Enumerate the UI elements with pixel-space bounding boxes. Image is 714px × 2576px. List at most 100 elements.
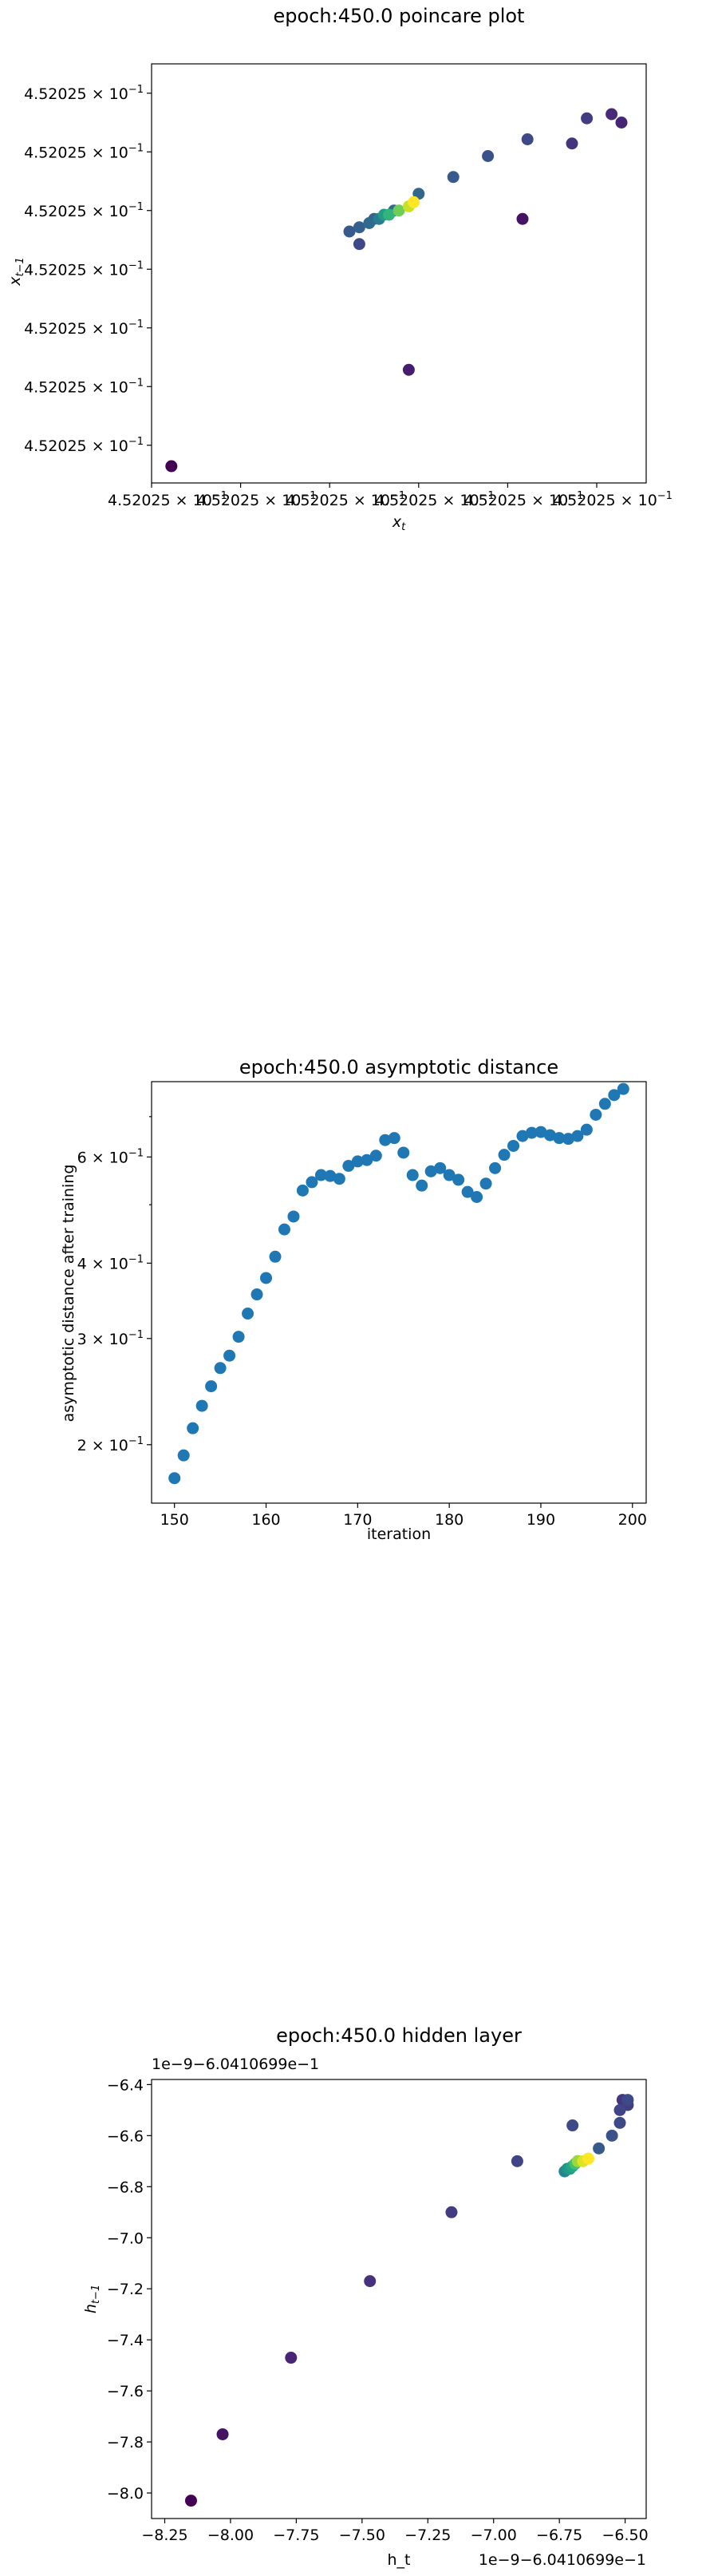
asymptotic-chart: epoch:450.0 asymptotic distance 150 160 17… — [60, 1056, 647, 1543]
tick-label: 200 — [618, 1511, 647, 1529]
tick-label: 160 — [251, 1511, 280, 1529]
data-point — [516, 212, 529, 225]
y-tick-labels: −6.4 −6.6 −6.8 −7.0 −7.2 −7.4 −7.6 −7.8 −8.0 — [107, 2076, 152, 2503]
tick-label: 170 — [343, 1511, 372, 1529]
plot-area — [151, 63, 647, 484]
tick-label: −7.50 — [339, 2527, 385, 2544]
y-offset-label: 1e−9−6.0410699e−1 — [152, 2056, 319, 2073]
tick-label: −7.0 — [107, 2230, 144, 2247]
data-point — [260, 1272, 273, 1284]
data-point — [402, 363, 415, 376]
data-point — [195, 1399, 208, 1412]
data-point — [214, 1362, 227, 1375]
tick-label: 180 — [435, 1511, 464, 1529]
x-tick-labels: 150 160 170 180 190 200 — [160, 1503, 647, 1529]
data-point — [242, 1308, 254, 1320]
data-point — [443, 1169, 456, 1181]
data-point — [598, 1098, 611, 1110]
data-point — [608, 1089, 621, 1102]
tick-label: 150 — [160, 1511, 189, 1529]
tick-label: 190 — [527, 1511, 555, 1529]
data-point — [285, 2352, 298, 2364]
tick-label: −6.6 — [107, 2127, 144, 2145]
tick-label: 4.52025 × 10−1 — [108, 490, 227, 509]
data-point — [582, 2152, 594, 2165]
tick-label: −8.00 — [207, 2527, 254, 2544]
data-point — [543, 1129, 556, 1142]
tick-label: 4.52025 × 10−1 — [24, 201, 144, 220]
data-point — [535, 1126, 547, 1138]
data-point — [205, 1380, 218, 1393]
data-point — [525, 1126, 538, 1139]
tick-label: 2 × 10−1 — [77, 1435, 144, 1454]
data-point — [333, 1173, 345, 1185]
chart-title: epoch:450.0 asymptotic distance — [239, 1056, 558, 1078]
x-axis-label: xt — [392, 513, 406, 533]
tick-label: 4.52025 × 10−1 — [24, 377, 144, 396]
data-point — [363, 217, 376, 229]
data-point — [287, 1210, 300, 1223]
data-point — [511, 2155, 523, 2167]
data-point — [416, 1179, 428, 1192]
chart-title: epoch:450.0 hidden layer — [276, 2024, 522, 2047]
y-tick-labels: 2 × 10−1 3 × 10−1 4 × 10−1 6 × 10−1 — [77, 1116, 152, 1454]
tick-label: 4.52025 × 10−1 — [24, 142, 144, 161]
data-point — [447, 171, 460, 184]
tick-label: 4 × 10−1 — [77, 1253, 144, 1272]
data-point — [397, 1146, 410, 1159]
data-point — [461, 1185, 474, 1198]
tick-label: 4.52025 × 10−1 — [24, 259, 144, 279]
tick-label: 4.52025 × 10−1 — [197, 490, 317, 509]
distance-points — [168, 1082, 629, 1485]
tick-label: 6 × 10−1 — [77, 1147, 144, 1166]
poincare-points — [165, 108, 628, 473]
data-point — [566, 137, 578, 150]
data-point — [223, 1349, 236, 1362]
data-point — [593, 2142, 606, 2155]
data-point — [507, 1139, 520, 1152]
data-point — [521, 133, 534, 145]
data-point — [269, 1250, 282, 1263]
y-axis-label: ht−1 — [82, 2285, 102, 2313]
data-point — [232, 1331, 245, 1343]
data-point — [342, 1160, 355, 1173]
data-point — [216, 2428, 229, 2440]
data-point — [482, 150, 495, 162]
plot-area — [151, 2079, 647, 2519]
tick-label: −7.4 — [107, 2332, 144, 2349]
tick-label: −8.25 — [141, 2527, 187, 2544]
poincare-chart: epoch:450.0 poincare plot 4.52025 × 10−1… — [6, 5, 673, 533]
data-point — [434, 1161, 447, 1174]
hidden-chart: epoch:450.0 hidden layer 1e−9−6.0410699e… — [82, 2024, 649, 2569]
data-point — [408, 196, 420, 208]
tick-label: −8.0 — [107, 2485, 144, 2503]
asymptotic-figure: epoch:450.0 asymptotic distance 150 160 17… — [0, 1038, 714, 1581]
data-point — [168, 1472, 181, 1485]
data-point — [343, 225, 356, 238]
data-point — [445, 2206, 458, 2218]
poincare-figure: epoch:450.0 poincare plot 4.52025 × 10−1… — [0, 0, 714, 543]
x-tick-labels: 4.52025 × 10−14.52025 × 10−14.52025 × 10… — [108, 483, 673, 509]
tick-label: −7.8 — [107, 2434, 144, 2451]
tick-label: −6.50 — [602, 2527, 648, 2544]
data-point — [613, 2103, 626, 2116]
data-point — [388, 1132, 400, 1145]
hidden-figure: epoch:450.0 hidden layer 1e−9−6.0410699e… — [0, 2020, 714, 2573]
x-axis-label: iteration — [367, 1525, 431, 1543]
y-axis-label: asymptotic distance after training — [60, 1165, 77, 1423]
data-point — [606, 108, 618, 121]
data-point — [615, 117, 628, 129]
data-point — [351, 1155, 364, 1168]
data-point — [571, 1130, 584, 1142]
data-point — [364, 2275, 377, 2288]
data-point — [379, 1134, 392, 1146]
tick-label: −6.8 — [107, 2178, 144, 2196]
y-tick-labels: 4.52025 × 10−1 4.52025 × 10−1 4.52025 × 10… — [24, 84, 152, 455]
data-point — [184, 2495, 197, 2507]
data-point — [489, 1161, 502, 1174]
data-point — [406, 1169, 419, 1181]
data-point — [296, 1184, 309, 1197]
data-point — [314, 1169, 327, 1181]
tick-label: −7.6 — [107, 2383, 144, 2400]
y-axis-label: xt−1 — [6, 257, 26, 287]
